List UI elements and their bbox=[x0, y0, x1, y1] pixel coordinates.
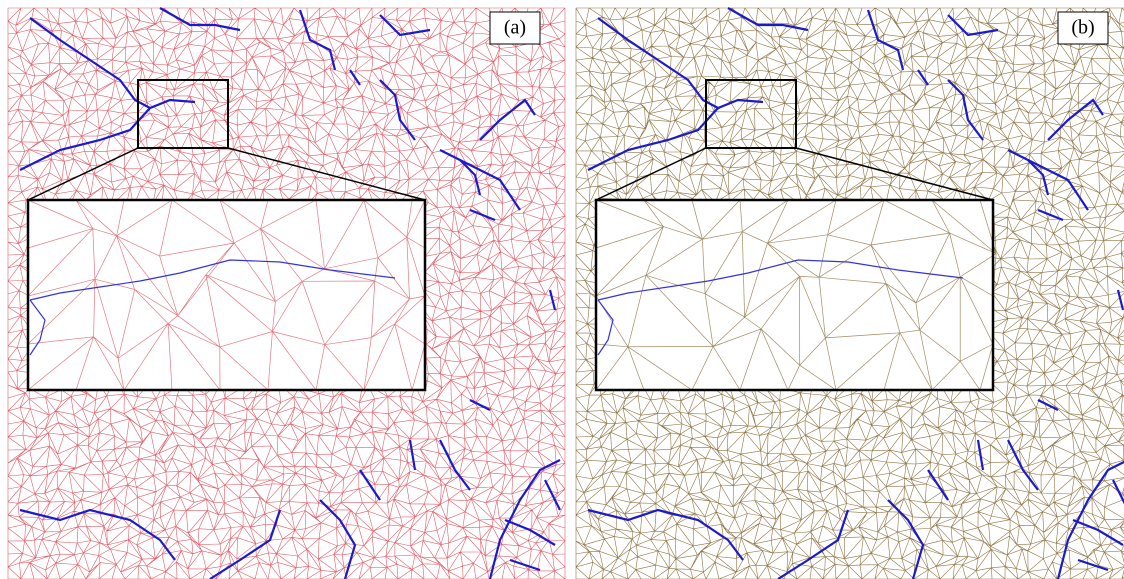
river bbox=[588, 510, 743, 560]
river bbox=[440, 440, 470, 490]
connector bbox=[796, 148, 993, 200]
river bbox=[470, 210, 495, 220]
river bbox=[480, 100, 535, 140]
panel-b: (b) bbox=[576, 8, 1124, 579]
river bbox=[410, 440, 415, 470]
inset-bg bbox=[596, 200, 993, 390]
river bbox=[948, 15, 998, 35]
river bbox=[918, 70, 928, 85]
panel-label: (b) bbox=[1071, 17, 1094, 39]
river bbox=[1048, 100, 1103, 140]
river bbox=[380, 15, 430, 35]
river bbox=[1008, 150, 1088, 210]
river bbox=[728, 8, 808, 30]
river bbox=[545, 480, 560, 510]
river bbox=[210, 510, 280, 579]
river bbox=[360, 470, 380, 500]
page: {"panels": [{"label": "(a)"}, {"label": … bbox=[0, 0, 1124, 579]
river bbox=[550, 290, 555, 310]
connector bbox=[228, 148, 425, 200]
river bbox=[778, 510, 848, 579]
inset-bg bbox=[28, 200, 425, 390]
figure: (a) (b) bbox=[0, 0, 1124, 579]
panel-label: (a) bbox=[504, 17, 526, 39]
panel-a: (a) bbox=[8, 8, 565, 579]
